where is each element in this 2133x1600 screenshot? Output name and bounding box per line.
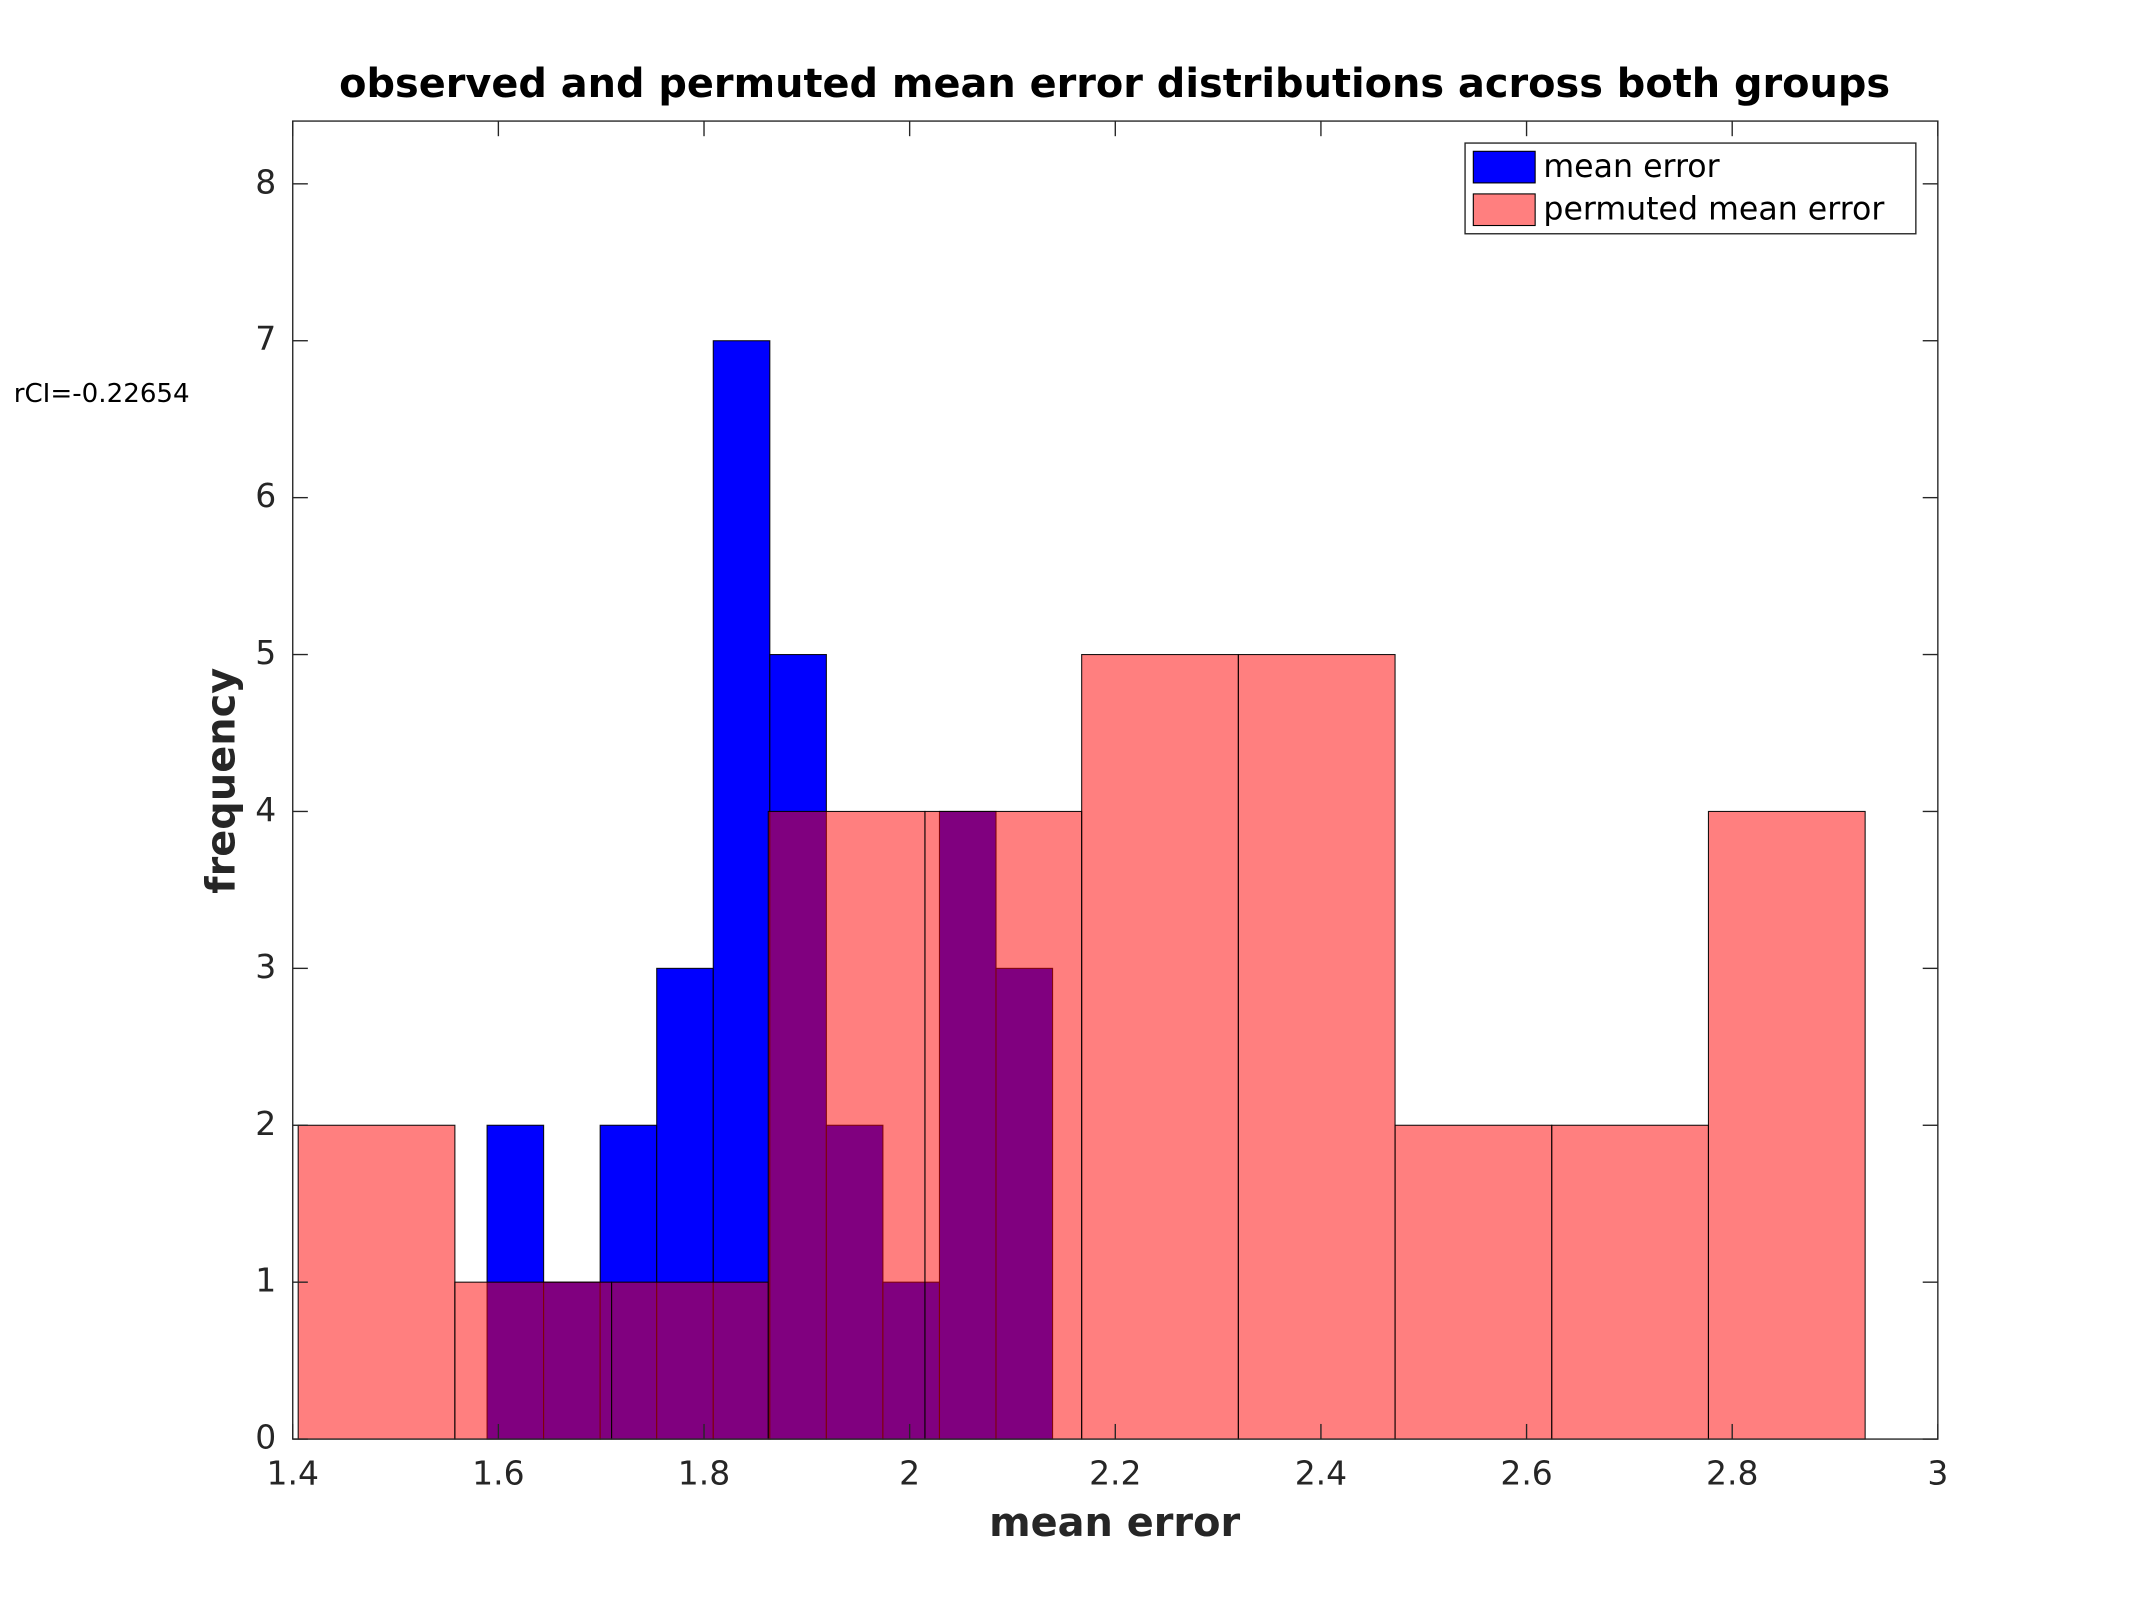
bar (1551, 1124, 1710, 1440)
bar (1081, 653, 1239, 1440)
legend-label: permuted mean error (1543, 191, 1884, 227)
x-tick-label: 1.6 (472, 1453, 524, 1492)
y-tick-label: 0 (255, 1418, 276, 1457)
annotation: rCI=-0.22654 (14, 379, 190, 409)
chart-title: observed and permuted mean error distrib… (339, 61, 1890, 107)
y-tick-label: 3 (255, 947, 276, 986)
bar (297, 1124, 456, 1440)
x-tick-label: 1.4 (267, 1453, 319, 1492)
legend-label: mean error (1543, 149, 1719, 185)
y-tick-label: 8 (255, 162, 276, 201)
bar (712, 340, 771, 1440)
bar (767, 810, 926, 1440)
x-tick-label: 2 (899, 1453, 920, 1492)
x-tick-label: 1.8 (678, 1453, 730, 1492)
x-tick-label: 2.4 (1295, 1453, 1347, 1492)
bar (924, 810, 1083, 1440)
y-axis-label: frequency (199, 668, 245, 894)
bar (611, 1281, 769, 1440)
bar (454, 1281, 613, 1440)
legend-swatch (1472, 150, 1536, 184)
x-tick-label: 2.6 (1500, 1453, 1552, 1492)
y-tick-label: 1 (255, 1261, 276, 1300)
y-tick-label: 2 (255, 1104, 276, 1143)
x-tick-label: 2.8 (1706, 1453, 1758, 1492)
y-tick-label: 6 (255, 476, 276, 515)
bar (1707, 810, 1866, 1440)
y-tick-label: 5 (255, 633, 276, 672)
y-tick-label: 7 (255, 319, 276, 358)
x-tick-label: 3 (1927, 1453, 1948, 1492)
x-axis-label: mean error (989, 1500, 1240, 1546)
legend-swatch (1472, 193, 1536, 227)
bar (1237, 653, 1396, 1440)
legend-box (1464, 142, 1917, 235)
bar (1394, 1124, 1553, 1440)
y-tick-label: 4 (255, 790, 276, 829)
x-tick-label: 2.2 (1089, 1453, 1141, 1492)
